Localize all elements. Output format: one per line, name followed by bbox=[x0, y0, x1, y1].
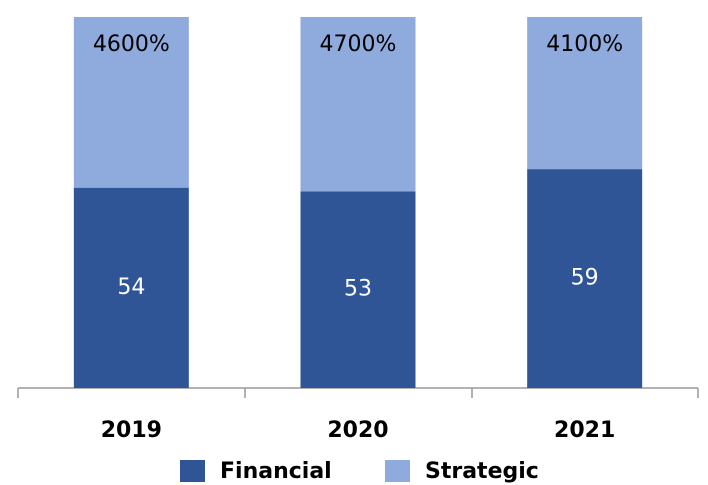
bar-segment bbox=[73, 187, 189, 388]
bar-segment bbox=[73, 17, 189, 188]
data-label: 59 bbox=[571, 266, 599, 291]
bar-segment bbox=[527, 17, 643, 170]
legend-label: Financial bbox=[220, 459, 332, 484]
data-label: 54 bbox=[117, 275, 145, 300]
data-label: 4100% bbox=[546, 32, 623, 57]
data-label: 4600% bbox=[93, 32, 170, 57]
legend-swatch bbox=[180, 460, 205, 482]
x-tick-label: 2019 bbox=[101, 418, 162, 443]
x-tick-label: 2020 bbox=[327, 418, 388, 443]
bar-segment bbox=[300, 17, 416, 192]
data-label: 4700% bbox=[320, 32, 397, 57]
bar-segment bbox=[300, 191, 416, 388]
legend-swatch bbox=[385, 460, 410, 482]
x-tick-label: 2021 bbox=[554, 418, 615, 443]
data-label: 53 bbox=[344, 277, 372, 302]
bar-segment bbox=[527, 169, 643, 388]
legend-label: Strategic bbox=[425, 459, 539, 484]
